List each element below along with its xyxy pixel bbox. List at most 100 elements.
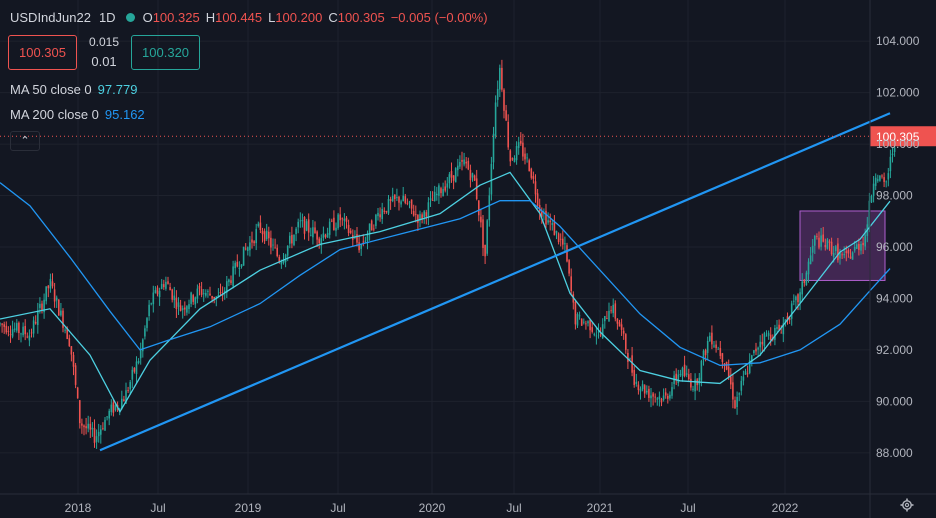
candle-body [255, 229, 257, 244]
candle-body [578, 315, 581, 317]
collapse-legend-button[interactable]: ⌃ [10, 131, 40, 151]
x-tick-label: 2022 [772, 501, 799, 515]
candle-body [593, 333, 596, 335]
candle-body [412, 210, 415, 216]
candle-body [37, 310, 39, 326]
indicator-ma50[interactable]: MA 50 close 0 97.779 [10, 82, 137, 97]
candle-body [769, 334, 772, 341]
candle-body [228, 279, 230, 283]
candle-body [347, 224, 350, 234]
candle-body [629, 358, 631, 360]
candle-body [860, 243, 862, 251]
indicator-value: 95.162 [104, 107, 145, 122]
candle-body [301, 220, 304, 222]
candle-body [89, 423, 92, 430]
candle-body [872, 183, 875, 197]
timeframe[interactable]: 1D [98, 10, 116, 25]
candle-body [824, 244, 827, 248]
indicator-ma200[interactable]: MA 200 close 0 95.162 [10, 107, 145, 122]
ma50-line [0, 171, 891, 414]
y-tick-label: 96.000 [876, 240, 913, 254]
candle-body [862, 242, 864, 246]
time-axis[interactable]: 2018 Jul 2019 Jul 2020 Jul 2021 Jul 2022 [0, 493, 936, 515]
candle-body [123, 399, 125, 402]
candle-body [639, 388, 642, 392]
candle-body [20, 333, 22, 335]
candle-body [559, 238, 562, 240]
y-tick-label: 90.000 [876, 394, 913, 408]
candle-body [534, 181, 537, 195]
candle-body [307, 219, 310, 233]
chevron-up-icon: ⌃ [20, 135, 30, 147]
candle-body [324, 234, 327, 238]
candle-body [142, 339, 144, 352]
symbol-name[interactable]: USDIndJun22 [10, 10, 91, 25]
candle-body [765, 335, 768, 337]
x-tick-label: Jul [330, 501, 345, 515]
candle-body [688, 374, 690, 380]
candle-body [406, 203, 409, 204]
trendline[interactable] [99, 112, 891, 452]
candle-body [536, 193, 539, 206]
candle-body [366, 234, 369, 241]
candle-body [755, 348, 757, 352]
candle-body [658, 396, 661, 400]
candle-body [475, 178, 478, 199]
candle-body [131, 369, 134, 380]
candle-body [9, 333, 12, 335]
candle-body [360, 244, 362, 249]
candle-body [261, 230, 264, 235]
candle-body [83, 425, 85, 428]
candle-body [820, 235, 822, 247]
candle-body [163, 284, 165, 288]
candle-body [223, 290, 226, 293]
candle-body [362, 241, 365, 243]
y-tick-label: 100.000 [876, 137, 920, 151]
candle-body [763, 333, 766, 347]
candle-body [786, 316, 789, 321]
price-axis[interactable]: 88.000 90.000 92.000 94.000 96.000 98.000 100.… [869, 0, 920, 518]
sell-button[interactable]: 100.305 [8, 34, 77, 70]
candle-body [841, 254, 843, 256]
candle-body [268, 231, 270, 239]
range-box[interactable] [799, 210, 886, 281]
candle-body [883, 177, 885, 182]
candle-body [885, 181, 887, 183]
candle-body [889, 156, 892, 172]
candle-body [79, 400, 81, 424]
candle-body [55, 297, 58, 301]
candle-body [725, 361, 728, 370]
candle-body [706, 341, 709, 353]
candle-body [669, 394, 671, 399]
candle-body [748, 360, 751, 373]
candle-body [738, 393, 740, 395]
candle-body [547, 220, 549, 223]
candle-body [591, 327, 593, 332]
candle-body [272, 244, 274, 246]
candle-body [677, 374, 680, 383]
candle-body [249, 242, 251, 251]
candle-body [194, 297, 197, 305]
candle-body [568, 260, 570, 274]
candle-body [404, 196, 407, 203]
gear-icon[interactable] [900, 498, 914, 512]
candle-body [64, 329, 66, 331]
candle-body [652, 393, 654, 397]
candle-body [856, 244, 858, 249]
candle-body [331, 220, 333, 222]
candle-body [515, 145, 518, 161]
candle-body [396, 196, 398, 198]
x-tick-label: 2020 [419, 501, 446, 515]
candle-body [503, 89, 505, 111]
candle-body [507, 121, 509, 148]
candle-body [585, 323, 587, 325]
candle-body [641, 384, 644, 390]
candle-body [801, 281, 803, 295]
candle-body [196, 288, 199, 299]
buy-button[interactable]: 100.320 [131, 34, 201, 70]
candle-body [650, 395, 652, 399]
candle-body [62, 310, 64, 328]
